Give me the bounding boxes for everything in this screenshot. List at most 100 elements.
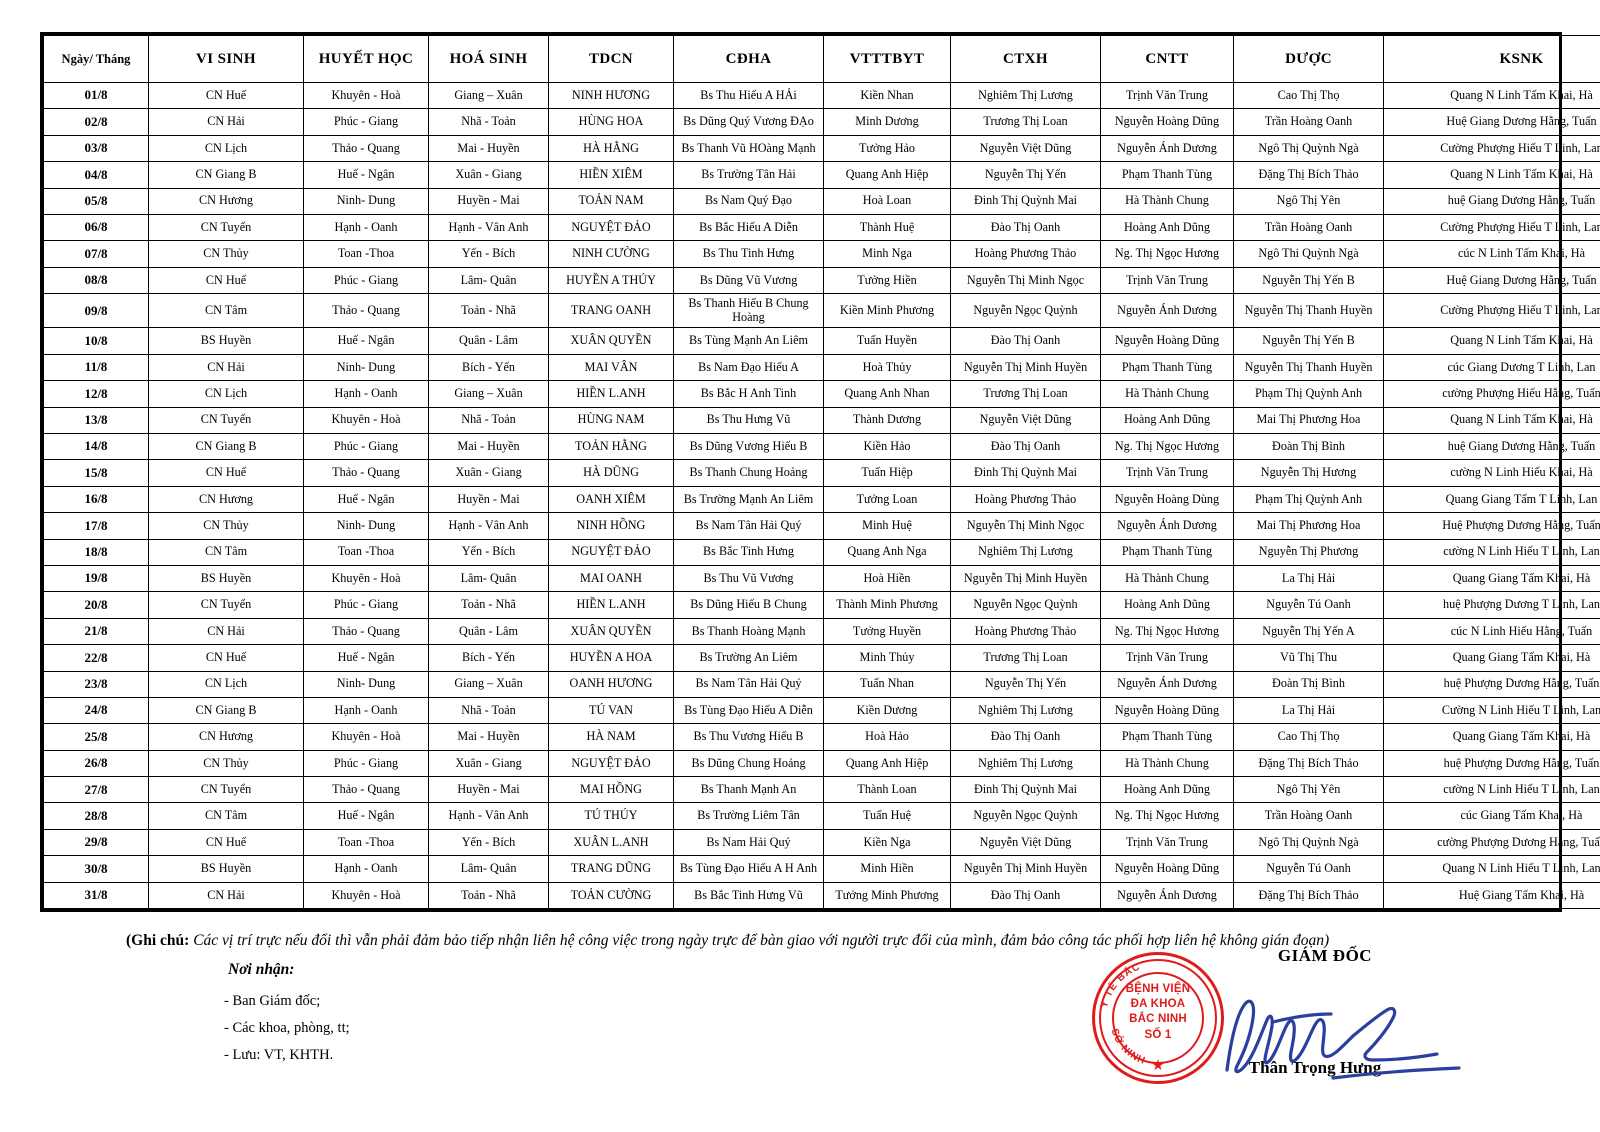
- cell-VI SINH: CN Tuyển: [148, 776, 304, 804]
- cell-HUYẾT HỌC: Phúc - Giang: [303, 749, 429, 778]
- cell-VI SINH: CN Giang B: [148, 696, 304, 725]
- cell-VI SINH: CN Tâm: [148, 538, 304, 566]
- cell-CNTT: Nguyễn Hoàng Dũng: [1100, 327, 1234, 355]
- cell-CNTT: Ng. Thị Ngọc Hương: [1100, 240, 1234, 268]
- cell-HUYẾT HỌC: Thảo - Quang: [303, 134, 429, 163]
- cell-VI SINH: CN Tuyển: [148, 213, 304, 242]
- cell-KSNK: Quang Giang Tấm Khai, Hà: [1383, 723, 1600, 751]
- cell-VI SINH: CN Lịch: [148, 134, 304, 163]
- cell-HOÁ SINH: Toản - Nhã: [428, 591, 549, 619]
- cell-DƯỢC: Nguyễn Thị Yến A: [1233, 617, 1384, 646]
- cell-CNTT: Trịnh Văn Trung: [1100, 828, 1234, 857]
- cell-CNTT: Hà Thành Chung: [1100, 380, 1234, 408]
- cell-CNTT: Nguyễn Hoàng Dũng: [1100, 108, 1234, 136]
- cell-VTTTBYT: Quang Anh Nhan: [823, 380, 951, 408]
- cell-TDCN: HÙNG HOA: [548, 108, 674, 136]
- duty-schedule-table: Ngày/ Tháng VI SINH HUYẾT HỌC HOÁ SINH TDCN C…: [43, 35, 1600, 910]
- note-text: Các vị trí trực nếu đổi thì vẫn phải đảm…: [189, 932, 1330, 949]
- cell-HUYẾT HỌC: Hạnh - Oanh: [303, 696, 429, 725]
- cell-CTXH: Trương Thị Loan: [950, 644, 1101, 672]
- cell-TDCN: XUÂN L.ANH: [548, 828, 674, 857]
- cell-CNTT: Trịnh Văn Trung: [1100, 459, 1234, 487]
- cell-CĐHA: Bs Bắc Tinh Hưng: [673, 538, 824, 566]
- cell-VI SINH: CN Huế: [148, 266, 304, 295]
- cell-VI SINH: CN Hương: [148, 187, 304, 215]
- cell-CNTT: Hoàng Anh Dũng: [1100, 213, 1234, 242]
- cell-VI SINH: CN Lịch: [148, 670, 304, 698]
- cell-VI SINH: CN Lịch: [148, 380, 304, 408]
- cell-KSNK: cường Phượng Dương Hằng, Tuấn: [1383, 828, 1600, 857]
- cell-CNTT: Nguyễn Hoàng Dũng: [1100, 855, 1234, 883]
- table-row: 08/8 CN Huế Phúc - Giang Lâm- Quân HUYỀN A T…: [43, 266, 1600, 295]
- cell-TDCN: NINH HƯƠNG: [548, 81, 674, 110]
- table-row: 24/8 CN Giang B Hạnh - Oanh Nhã - Toản TÚ VA…: [43, 696, 1600, 725]
- cell-VI SINH: CN Hải: [148, 108, 304, 136]
- cell-CĐHA: Bs Thanh Mạnh An: [673, 776, 824, 804]
- table-row: 27/8 CN Tuyển Thảo - Quang Huyền - Mai MAI H…: [43, 776, 1600, 804]
- cell-KSNK: cúc N Linh Tấm Khai, Hà: [1383, 240, 1600, 268]
- cell-DƯỢC: Đoàn Thị Bình: [1233, 670, 1384, 698]
- cell-CNTT: Nguyễn Ánh Dương: [1100, 293, 1234, 329]
- cell-TDCN: TRANG OANH: [548, 293, 674, 329]
- cell-KSNK: Cường Phượng Hiếu T Linh, Lan: [1383, 213, 1600, 242]
- cell-CTXH: Nguyễn Thị Minh Huyền: [950, 353, 1101, 382]
- cell-CĐHA: Bs Bắc Tinh Hưng Vũ: [673, 881, 824, 910]
- cell-HUYẾT HỌC: Ninh- Dung: [303, 353, 429, 382]
- cell-HOÁ SINH: Lâm- Quân: [428, 855, 549, 883]
- cell-HOÁ SINH: Lâm- Quân: [428, 266, 549, 295]
- row-date-cell: 24/8: [43, 696, 149, 725]
- row-date-cell: 16/8: [43, 485, 149, 514]
- cell-CTXH: Đào Thị Oanh: [950, 881, 1101, 910]
- cell-VTTTBYT: Hoà Loan: [823, 187, 951, 215]
- table-row: 09/8 CN Tâm Thảo - Quang Toản - Nhã TRANG OA…: [43, 293, 1600, 329]
- cell-KSNK: Quang Giang Tấm Khai, Hà: [1383, 564, 1600, 593]
- cell-VTTTBYT: Tuấn Huệ: [823, 802, 951, 830]
- cell-CĐHA: Bs Thanh Hoàng Mạnh: [673, 617, 824, 646]
- table-row: 22/8 CN Huế Huế - Ngân Bích - Yến HUYỀN A HO…: [43, 644, 1600, 672]
- row-date-cell: 18/8: [43, 538, 149, 566]
- cell-VTTTBYT: Kiền Nga: [823, 828, 951, 857]
- cell-CĐHA: Bs Thu Tinh Hưng: [673, 240, 824, 268]
- cell-CTXH: Nguyễn Thị Minh Ngọc: [950, 266, 1101, 295]
- cell-DƯỢC: La Thị Hải: [1233, 564, 1384, 593]
- cell-CNTT: Nguyễn Ánh Dương: [1100, 670, 1234, 698]
- cell-HUYẾT HỌC: Hạnh - Oanh: [303, 213, 429, 242]
- cell-CTXH: Nguyễn Ngọc Quỳnh: [950, 802, 1101, 830]
- cell-HUYẾT HỌC: Huế - Ngân: [303, 644, 429, 672]
- cell-KSNK: cúc Giang Dương T Linh, Lan: [1383, 353, 1600, 382]
- row-date-cell: 01/8: [43, 81, 149, 110]
- column-header-5: CĐHA: [673, 35, 824, 83]
- cell-HUYẾT HỌC: Thảo - Quang: [303, 776, 429, 804]
- cell-CĐHA: Bs Dũng Quý Vương ĐẠo: [673, 108, 824, 136]
- table-header: Ngày/ Tháng VI SINH HUYẾT HỌC HOÁ SINH TDCN C…: [43, 35, 1600, 83]
- cell-VTTTBYT: Thành Huệ: [823, 213, 951, 242]
- cell-CĐHA: Bs Dũng Vương Hiếu B: [673, 432, 824, 461]
- cell-TDCN: TOẢN CƯỜNG: [548, 881, 674, 910]
- cell-KSNK: Quang Giang Tấm Khai, Hà: [1383, 644, 1600, 672]
- table-row: 23/8 CN Lịch Ninh- Dung Giang – Xuân OANH HƯ…: [43, 670, 1600, 698]
- cell-DƯỢC: Nguyễn Thị Yến B: [1233, 266, 1384, 295]
- cell-HUYẾT HỌC: Phúc - Giang: [303, 266, 429, 295]
- cell-VI SINH: BS Huyền: [148, 855, 304, 883]
- cell-KSNK: Quang N Linh Tấm Khai, Hà: [1383, 327, 1600, 355]
- table-body: 01/8 CN Huế Khuyên - Hoà Giang – Xuân NINH H…: [43, 81, 1600, 910]
- table-row: 06/8 CN Tuyển Hạnh - Oanh Hạnh - Vân Anh NGU…: [43, 213, 1600, 242]
- cell-CĐHA: Bs Nam Tân Hải Quý: [673, 670, 824, 698]
- cell-CNTT: Nguyễn Hoàng Dũng: [1100, 696, 1234, 725]
- cell-CĐHA: Bs Nam Quý Đạo: [673, 187, 824, 215]
- cell-VTTTBYT: Tuấn Hiệp: [823, 459, 951, 487]
- cell-HOÁ SINH: Yến - Bích: [428, 240, 549, 268]
- cell-HOÁ SINH: Xuân - Giang: [428, 459, 549, 487]
- cell-TDCN: HÀ HẰNG: [548, 134, 674, 163]
- cell-CNTT: Hà Thành Chung: [1100, 187, 1234, 215]
- cell-CNTT: Hà Thành Chung: [1100, 749, 1234, 778]
- cell-VTTTBYT: Minh Hiền: [823, 855, 951, 883]
- cell-VTTTBYT: Tưởng Loan: [823, 485, 951, 514]
- cell-HOÁ SINH: Xuân - Giang: [428, 161, 549, 189]
- cell-CTXH: Trương Thị Loan: [950, 380, 1101, 408]
- cell-HUYẾT HỌC: Thảo - Quang: [303, 617, 429, 646]
- cell-CĐHA: Bs Tùng Đạo Hiếu A H Anh: [673, 855, 824, 883]
- table-row: 13/8 CN Tuyển Khuyên - Hoà Nhã - Toản HÙNG N…: [43, 406, 1600, 435]
- cell-HOÁ SINH: Hạnh - Vân Anh: [428, 213, 549, 242]
- table-row: 14/8 CN Giang B Phúc - Giang Mai - Huyền TOẢ…: [43, 432, 1600, 461]
